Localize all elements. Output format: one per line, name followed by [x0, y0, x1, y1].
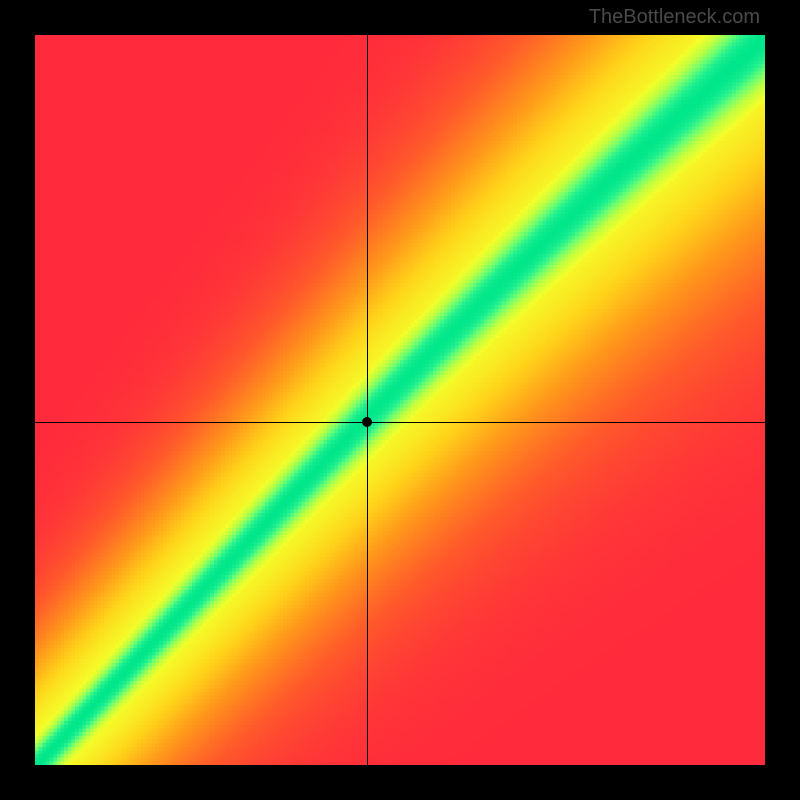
crosshair-vertical	[367, 35, 368, 765]
plot-area	[35, 35, 765, 765]
heatmap-canvas	[35, 35, 765, 765]
crosshair-horizontal	[35, 422, 765, 423]
watermark-text: TheBottleneck.com	[589, 6, 760, 29]
data-point-marker	[362, 417, 372, 427]
